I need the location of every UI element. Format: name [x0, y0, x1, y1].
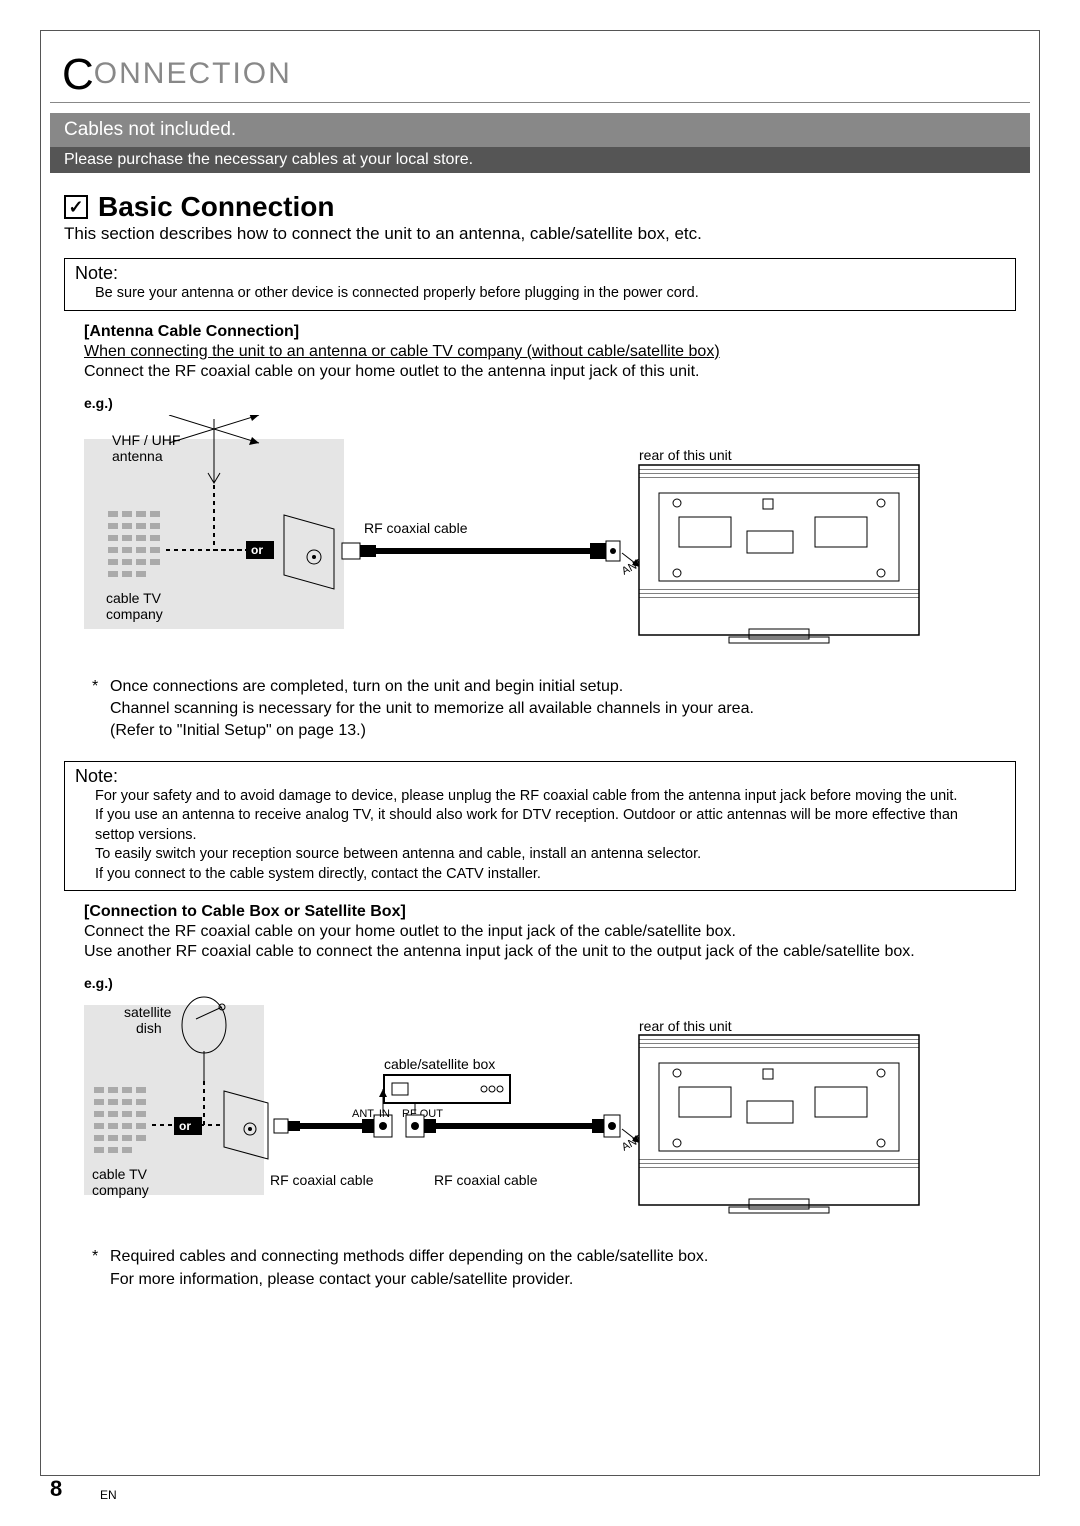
header-bigc: C	[62, 50, 94, 99]
ad1-l2: Channel scanning is necessary for the un…	[110, 698, 754, 720]
page-number: 8	[50, 1476, 62, 1502]
antenna-underline: When connecting the unit to an antenna o…	[84, 343, 1016, 361]
note2-b3: To easily switch your reception source b…	[95, 845, 997, 865]
d1-ctv2: company	[106, 606, 163, 622]
antenna-eg: e.g.)	[84, 395, 1016, 411]
box-l1: Connect the RF coaxial cable on your hom…	[84, 923, 1016, 941]
note2-b2: If you use an antenna to receive analog …	[95, 806, 997, 845]
note2-b1: For your safety and to avoid damage to d…	[95, 787, 997, 807]
box-l2: Use another RF coaxial cable to connect …	[84, 943, 1016, 961]
d1-vhf1: VHF / UHF	[112, 432, 180, 448]
ad1-l1: Once connections are completed, turn on …	[110, 676, 623, 698]
after-diag2: *Required cables and connecting methods …	[92, 1246, 1016, 1291]
d1-or: or	[251, 543, 263, 557]
note-box-1: Note: Be sure your antenna or other devi…	[64, 258, 1016, 311]
d1-rf: RF coaxial cable	[364, 520, 468, 536]
ad2-l1: Required cables and connecting methods d…	[110, 1246, 708, 1268]
section-intro: This section describes how to connect th…	[64, 223, 1016, 246]
antenna-plain: Connect the RF coaxial cable on your hom…	[84, 363, 1016, 381]
d2-ctv2: company	[92, 1182, 149, 1198]
header-title: CONNECTION	[62, 50, 1030, 100]
antenna-head: [Antenna Cable Connection]	[84, 323, 1016, 341]
d1-ctv1: cable TV	[106, 590, 162, 606]
d1-vhf2: antenna	[112, 448, 163, 464]
box-eg: e.g.)	[84, 975, 1016, 991]
after-diag1: *Once connections are completed, turn on…	[92, 676, 1016, 743]
box-head: [Connection to Cable Box or Satellite Bo…	[84, 903, 1016, 921]
ad2-l2: For more information, please contact you…	[110, 1269, 573, 1291]
content: ✓ Basic Connection This section describe…	[50, 173, 1030, 1291]
header-rest: ONNECTION	[94, 57, 292, 90]
page-lang: EN	[100, 1488, 117, 1502]
note2-label: Note:	[65, 762, 1015, 787]
note2-b4: If you connect to the cable system direc…	[95, 865, 997, 885]
d2-sat2: dish	[136, 1020, 162, 1036]
note-box-2: Note: For your safety and to avoid damag…	[64, 761, 1016, 892]
d2-csbox: cable/satellite box	[384, 1056, 495, 1072]
banner-grey: Cables not included.	[50, 113, 1030, 147]
d1-rear: rear of this unit	[639, 447, 732, 463]
banner-dark: Please purchase the necessary cables at …	[50, 147, 1030, 173]
section-title: Basic Connection	[98, 191, 334, 223]
d2-sat1: satellite	[124, 1004, 172, 1020]
d2-rf1: RF coaxial cable	[270, 1172, 374, 1188]
d2-antin: ANT. IN	[352, 1108, 390, 1120]
section-heading: ✓ Basic Connection	[64, 191, 1016, 223]
check-icon: ✓	[64, 195, 88, 219]
d2-rf2: RF coaxial cable	[434, 1172, 538, 1188]
d2-or: or	[179, 1119, 191, 1133]
ad1-l3: (Refer to "Initial Setup" on page 13.)	[110, 720, 366, 742]
note1-label: Note:	[65, 259, 1015, 284]
header-rule	[50, 102, 1030, 103]
d2-rear: rear of this unit	[639, 1018, 732, 1034]
diagram-2: satellite dish cable TV company or	[84, 995, 996, 1230]
note1-body: Be sure your antenna or other device is …	[65, 284, 1015, 310]
d2-ctv1: cable TV	[92, 1166, 148, 1182]
diagram-1: VHF / UHF antenna cable TV company or	[84, 415, 996, 660]
